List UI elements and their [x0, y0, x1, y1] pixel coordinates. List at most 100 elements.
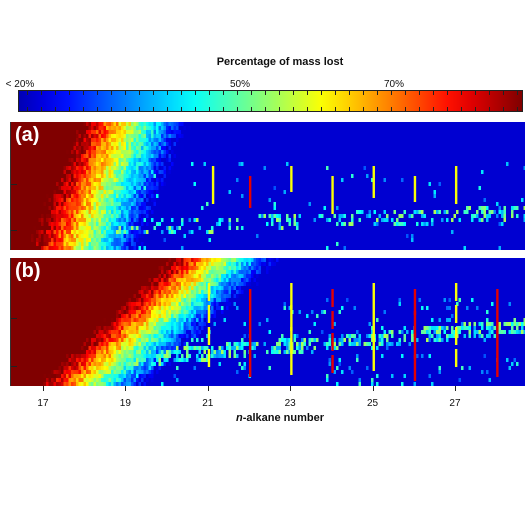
- heatmap-cell: [116, 198, 120, 203]
- heatmap-cell: [358, 166, 362, 171]
- heatmap-cell: [131, 154, 135, 159]
- heatmap-cell: [233, 154, 237, 159]
- heatmap-cell: [213, 202, 217, 207]
- heatmap-cell: [158, 158, 162, 163]
- heatmap-cell: [303, 146, 307, 151]
- heatmap-cell: [408, 142, 412, 147]
- heatmap-cell: [443, 170, 447, 175]
- heatmap-cell: [276, 130, 280, 135]
- heatmap-cell: [426, 194, 430, 199]
- heatmap-cell: [508, 122, 512, 127]
- heatmap-cell: [398, 214, 402, 219]
- heatmap-cell: [388, 146, 392, 151]
- heatmap-cell: [316, 182, 320, 187]
- heatmap-cell: [236, 138, 240, 143]
- heatmap-cell: [263, 150, 267, 155]
- heatmap-cell: [76, 178, 80, 183]
- heatmap-cell: [428, 138, 432, 143]
- heatmap-cell: [216, 142, 220, 147]
- heatmap-cell: [378, 146, 382, 151]
- heatmap-cell: [71, 198, 75, 203]
- heatmap-cell: [373, 130, 377, 135]
- heatmap-cell: [18, 206, 22, 211]
- heatmap-cell: [16, 146, 20, 151]
- heatmap-cell: [291, 138, 295, 143]
- heatmap-cell: [146, 130, 150, 135]
- heatmap-cell: [98, 166, 102, 171]
- heatmap-cell: [518, 206, 522, 211]
- heatmap-cell: [361, 146, 365, 151]
- heatmap-cell: [423, 130, 427, 135]
- heatmap-cell: [81, 214, 85, 219]
- heatmap-cell: [216, 134, 220, 139]
- heatmap-cell: [261, 214, 265, 219]
- heatmap-cell: [23, 214, 27, 219]
- heatmap-cell: [166, 202, 170, 207]
- heatmap-cell: [463, 210, 467, 215]
- heatmap-cell: [88, 126, 92, 131]
- heatmap-cell: [31, 150, 35, 155]
- heatmap-cell: [41, 194, 45, 199]
- heatmap-cell: [391, 190, 395, 195]
- heatmap-cell: [283, 206, 287, 211]
- heatmap-cell: [126, 174, 130, 179]
- heatmap-cell: [43, 194, 47, 199]
- heatmap-cell: [158, 162, 162, 167]
- heatmap-cell: [333, 214, 337, 219]
- heatmap-cell: [398, 150, 402, 155]
- heatmap-cell: [396, 150, 400, 155]
- heatmap-cell: [481, 162, 485, 167]
- heatmap-cell: [466, 126, 470, 131]
- heatmap-cell: [156, 198, 160, 203]
- heatmap-cell: [443, 158, 447, 163]
- heatmap-cell: [446, 162, 450, 167]
- heatmap-cell: [166, 166, 170, 171]
- heatmap-cell: [191, 198, 195, 203]
- heatmap-cell: [263, 122, 267, 127]
- heatmap-cell: [448, 162, 452, 167]
- heatmap-cell: [226, 146, 230, 151]
- heatmap-cell: [436, 206, 440, 211]
- heatmap-cell: [488, 170, 492, 175]
- heatmap-cell: [101, 150, 105, 155]
- heatmap-cell: [76, 150, 80, 155]
- heatmap-cell: [301, 158, 305, 163]
- heatmap-cell: [516, 186, 520, 191]
- heatmap-cell: [211, 154, 215, 159]
- heatmap-cell: [241, 166, 245, 171]
- heatmap-cell: [53, 198, 57, 203]
- heatmap-cell: [223, 170, 227, 175]
- heatmap-cell: [138, 134, 142, 139]
- heatmap-cell: [23, 142, 27, 147]
- heatmap-cell: [116, 126, 120, 131]
- heatmap-cell: [73, 130, 77, 135]
- heatmap-cell: [66, 126, 70, 131]
- heatmap-cell: [323, 202, 327, 207]
- colorbar-tick: [153, 91, 154, 95]
- heatmap-cell: [516, 162, 520, 167]
- heatmap-cell: [121, 198, 125, 203]
- heatmap-cell: [141, 130, 145, 135]
- heatmap-cell: [331, 146, 335, 151]
- heatmap-cell: [123, 154, 127, 159]
- heatmap-cell: [176, 162, 180, 167]
- heatmap-cell: [151, 150, 155, 155]
- heatmap-cell: [228, 214, 232, 219]
- heatmap-cell: [431, 138, 435, 143]
- heatmap-cell: [313, 142, 317, 147]
- heatmap-cell: [53, 214, 57, 219]
- heatmap-cell: [371, 134, 375, 139]
- heatmap-cell: [81, 174, 85, 179]
- heatmap-cell: [318, 206, 322, 211]
- heatmap-cell: [133, 166, 137, 171]
- heatmap-cell: [436, 190, 440, 195]
- heatmap-cell: [301, 162, 305, 167]
- heatmap-cell: [328, 198, 332, 203]
- heatmap-cell: [498, 134, 502, 139]
- heatmap-cell: [243, 138, 247, 143]
- heatmap-cell: [51, 142, 55, 147]
- heatmap-cell: [343, 190, 347, 195]
- heatmap-cell: [111, 190, 115, 195]
- heatmap-cell: [163, 202, 167, 207]
- heatmap-cell: [138, 182, 142, 187]
